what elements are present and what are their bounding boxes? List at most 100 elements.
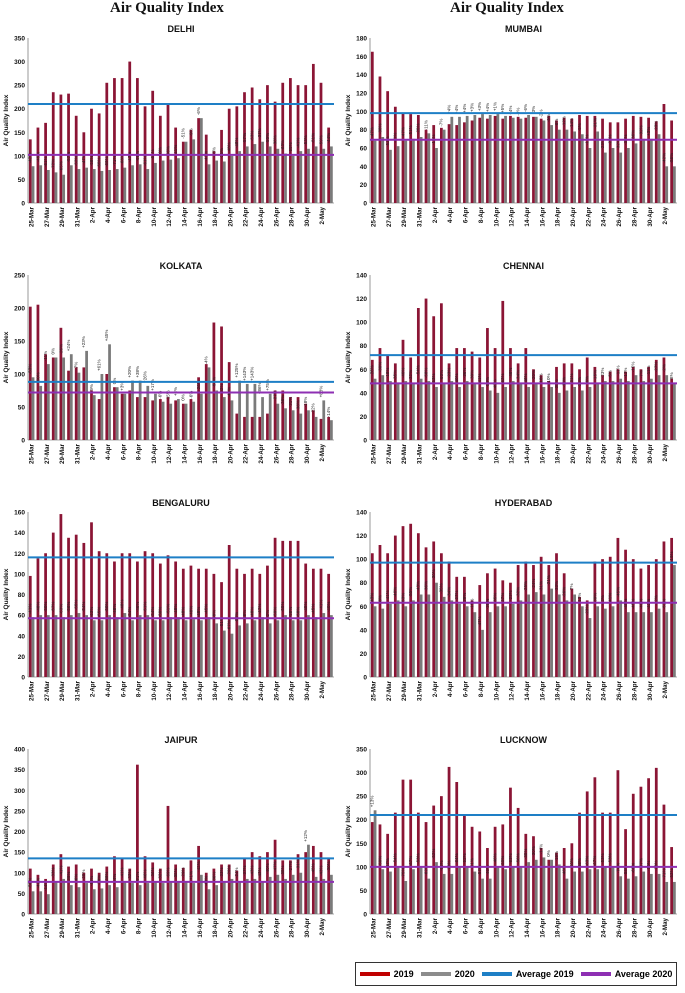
lucknow-bar-2019 — [463, 815, 466, 914]
hyderabad-x-tick-label: 25-Mar — [370, 680, 377, 701]
bengaluru-bar-2019 — [212, 573, 216, 677]
hyderabad-x-tick-label: 29-Mar — [401, 680, 408, 701]
bengaluru-bar-2019 — [235, 568, 239, 677]
chennai-change-label: -30% — [377, 362, 382, 373]
lucknow-y-tick-label: 150 — [356, 841, 367, 848]
hyderabad-bar-2020 — [657, 608, 661, 677]
jaipur-bar-2019 — [319, 852, 323, 914]
delhi-bar-2020 — [77, 169, 81, 203]
delhi-change-label: -71% — [112, 156, 117, 167]
kolkata-bar-2019 — [44, 354, 47, 440]
mumbai-y-tick-label: 100 — [356, 109, 367, 116]
delhi-bar-2020 — [131, 165, 134, 203]
mumbai-bar-2019 — [662, 104, 666, 203]
bengaluru-change-label: -52% — [265, 610, 270, 621]
jaipur-bar-2020 — [314, 876, 318, 914]
hyderabad-bar-2020 — [649, 612, 653, 677]
bengaluru-change-label: -51% — [219, 617, 224, 628]
kolkata-bar-2019 — [97, 399, 101, 440]
lucknow-bar-2020 — [481, 878, 484, 914]
delhi-x-tick-label: 27-Mar — [44, 206, 51, 227]
delhi-x-tick-label: 20-Apr — [227, 206, 234, 226]
jaipur-bar-2019 — [28, 868, 32, 914]
lucknow-bar-2019 — [631, 793, 635, 914]
delhi-bar-2020 — [322, 148, 326, 203]
delhi-bar-2019 — [212, 151, 216, 203]
bengaluru-change-label: -48% — [211, 610, 216, 621]
delhi-change-label: -44% — [326, 133, 331, 144]
hyderabad-bar-2019 — [639, 568, 643, 677]
hyderabad-bar-2020 — [603, 608, 607, 677]
lucknow-change-label: -67% — [408, 856, 413, 867]
bengaluru-bar-2019 — [166, 555, 170, 677]
kolkata-change-label: +3% — [119, 382, 124, 391]
bengaluru-change-label: -48% — [173, 604, 178, 615]
mumbai-bar-2019 — [393, 106, 397, 203]
jaipur-bar-2019 — [212, 868, 216, 914]
jaipur-bar-2020 — [54, 881, 58, 914]
delhi-bar-2019 — [296, 85, 300, 203]
mumbai-change-label: +3% — [477, 102, 482, 111]
lucknow-y-tick-label: 50 — [360, 888, 368, 895]
hyderabad-bar-2020 — [634, 612, 638, 677]
jaipur-change-label: -32% — [127, 870, 132, 881]
mumbai-change-label: -42% — [661, 153, 666, 164]
lucknow-x-tick-label: 30-Apr — [647, 917, 654, 937]
legend-label-average-2019: Average 2019 — [515, 969, 574, 979]
jaipur-y-tick-label: 200 — [14, 829, 25, 836]
kolkata-bar-2019 — [36, 304, 40, 440]
bengaluru-change-label: -54% — [81, 602, 86, 613]
lucknow-bar-2020 — [573, 871, 576, 914]
bengaluru-change-label: -46% — [135, 602, 140, 613]
kolkata-x-tick-label: 14-Apr — [181, 443, 188, 463]
lucknow-x-tick-label: 20-Apr — [570, 917, 577, 937]
bengaluru-change-label: -48% — [250, 607, 255, 618]
chennai-x-tick-label: 12-Apr — [509, 443, 516, 463]
bengaluru-x-tick-label: 27-Mar — [44, 680, 51, 701]
mumbai-bar-2020 — [435, 148, 438, 203]
delhi-chart-title: DELHI — [168, 24, 195, 34]
lucknow-change-label: +13% — [370, 796, 375, 808]
delhi-change-label: -53% — [250, 131, 255, 142]
legend-item-average-2020: Average 2020 — [580, 969, 672, 979]
jaipur-y-tick-label: 50 — [18, 891, 26, 898]
mumbai-bar-2019 — [486, 118, 489, 203]
chennai-bar-2020 — [473, 383, 477, 440]
lucknow-bar-2020 — [603, 866, 607, 914]
delhi-y-axis-label: Air Quality Index — [3, 94, 10, 146]
delhi-bar-2019 — [74, 115, 78, 203]
kolkata-bar-2019 — [327, 416, 331, 440]
kolkata-bar-2019 — [136, 397, 139, 440]
chennai-bar-2020 — [427, 381, 431, 440]
chennai-change-label: -46% — [508, 368, 513, 379]
bengaluru-bar-2019 — [319, 568, 323, 677]
hyderabad-bar-2020 — [435, 582, 438, 677]
bengaluru-bar-2019 — [304, 563, 308, 677]
hyderabad-bar-2020 — [642, 612, 646, 677]
hyderabad-bar-2020 — [611, 606, 615, 677]
mumbai-bar-2019 — [624, 118, 627, 203]
delhi-change-label: -61% — [43, 156, 48, 167]
hyderabad-chart: HYDERABAD Air Quality Index 0 20 40 60 80 100 12… — [345, 498, 677, 701]
bengaluru-x-tick-label: 26-Apr — [273, 680, 280, 700]
delhi-change-label: -48% — [227, 142, 232, 153]
hyderabad-bar-2019 — [409, 523, 413, 677]
jaipur-bar-2020 — [169, 881, 173, 914]
legend-swatch-average-2019 — [481, 972, 512, 976]
chennai-bar-2020 — [619, 378, 623, 440]
bengaluru-change-label: -51% — [142, 602, 147, 613]
delhi-bar-2020 — [100, 170, 104, 203]
mumbai-bar-2019 — [555, 120, 558, 203]
lucknow-change-label: -64% — [454, 853, 459, 864]
delhi-x-tick-label: 10-Apr — [151, 206, 158, 226]
lucknow-y-tick-label: 350 — [356, 747, 367, 754]
hyderabad-bar-2019 — [570, 588, 574, 677]
chennai-change-label: -2% — [661, 364, 666, 372]
delhi-change-label: -59% — [318, 135, 323, 146]
lucknow-bar-2020 — [642, 871, 646, 914]
lucknow-x-tick-label: 2-May — [662, 917, 669, 935]
mumbai-bar-2020 — [381, 137, 385, 203]
mumbai-change-label: -23% — [600, 139, 605, 150]
mumbai-y-tick-label: 20 — [360, 182, 368, 189]
delhi-bar-2019 — [181, 141, 185, 203]
